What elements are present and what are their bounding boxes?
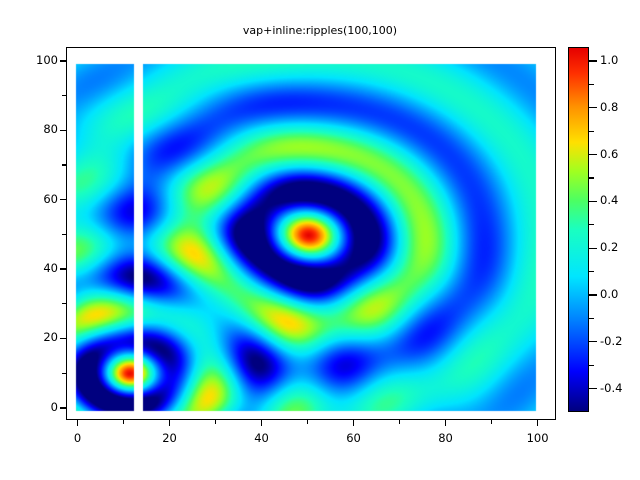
x-tick-label: 0 <box>73 431 82 445</box>
x-tick-minor <box>122 420 125 424</box>
colorbar-tick-minor <box>589 83 594 86</box>
colorbar-tick-label: 0.2 <box>600 240 619 255</box>
x-tick-label: 80 <box>438 431 453 445</box>
y-tick-major <box>60 407 66 409</box>
colorbar-tick-major <box>589 387 597 390</box>
colorbar-tick-major <box>589 341 597 343</box>
x-tick-major <box>168 420 171 426</box>
colorbar-tick-label: 0.6 <box>600 146 619 161</box>
colorbar-tick-minor <box>589 130 594 132</box>
colorbar-tick-label: 0.0 <box>600 287 619 301</box>
colorbar-tick-major <box>589 107 597 109</box>
y-tick-label: 40 <box>43 261 58 276</box>
x-tick-label: 60 <box>346 431 361 445</box>
plot-frame <box>66 47 556 420</box>
colorbar-tick-minor <box>589 270 594 273</box>
x-tick-minor <box>306 420 309 424</box>
y-tick-minor <box>62 372 66 374</box>
x-tick-major <box>76 420 79 426</box>
y-tick-minor <box>62 164 66 166</box>
colorbar-tick-label: 0.8 <box>600 99 619 114</box>
heatmap-image <box>67 48 555 419</box>
y-tick-minor <box>62 303 66 305</box>
y-tick-major <box>60 60 66 62</box>
y-tick-minor <box>62 233 66 235</box>
colorbar-tick-major <box>589 60 597 62</box>
y-tick-major <box>60 199 66 201</box>
colorbar-tick-minor <box>589 364 594 366</box>
colorbar-tick-major <box>589 200 597 203</box>
y-tick-minor <box>62 94 66 97</box>
colorbar-gradient <box>568 47 589 412</box>
colorbar-tick-major <box>589 294 597 296</box>
x-tick-major <box>536 420 539 426</box>
x-tick-label: 20 <box>162 431 177 445</box>
colorbar-tick-label: -0.4 <box>600 380 623 395</box>
x-tick-minor <box>490 420 493 424</box>
y-tick-label: 60 <box>43 191 58 206</box>
colorbar <box>568 47 589 412</box>
y-tick-label: 80 <box>43 122 58 137</box>
colorbar-tick-minor <box>589 224 594 226</box>
y-tick-major <box>60 268 66 270</box>
y-tick-major <box>60 337 66 340</box>
page-title: vap+inline:ripples(100,100) <box>242 24 398 37</box>
x-tick-label: 100 <box>526 431 549 445</box>
y-tick-label: 100 <box>36 52 58 67</box>
colorbar-tick-major <box>589 247 597 249</box>
y-tick-major <box>60 129 66 131</box>
colorbar-tick-label: -0.2 <box>600 333 623 348</box>
colorbar-tick-label: 0.4 <box>600 193 619 208</box>
x-tick-major <box>444 420 447 426</box>
y-tick-label: 0 <box>50 399 58 414</box>
x-tick-label: 40 <box>254 431 269 445</box>
x-tick-minor <box>398 420 401 424</box>
colorbar-tick-label: 1.0 <box>600 53 619 68</box>
y-tick-label: 20 <box>43 330 58 345</box>
x-tick-major <box>260 420 263 426</box>
x-tick-minor <box>214 420 217 424</box>
colorbar-tick-major <box>589 153 597 156</box>
x-tick-major <box>352 420 355 426</box>
colorbar-tick-minor <box>589 177 594 179</box>
colorbar-tick-minor <box>589 317 594 320</box>
